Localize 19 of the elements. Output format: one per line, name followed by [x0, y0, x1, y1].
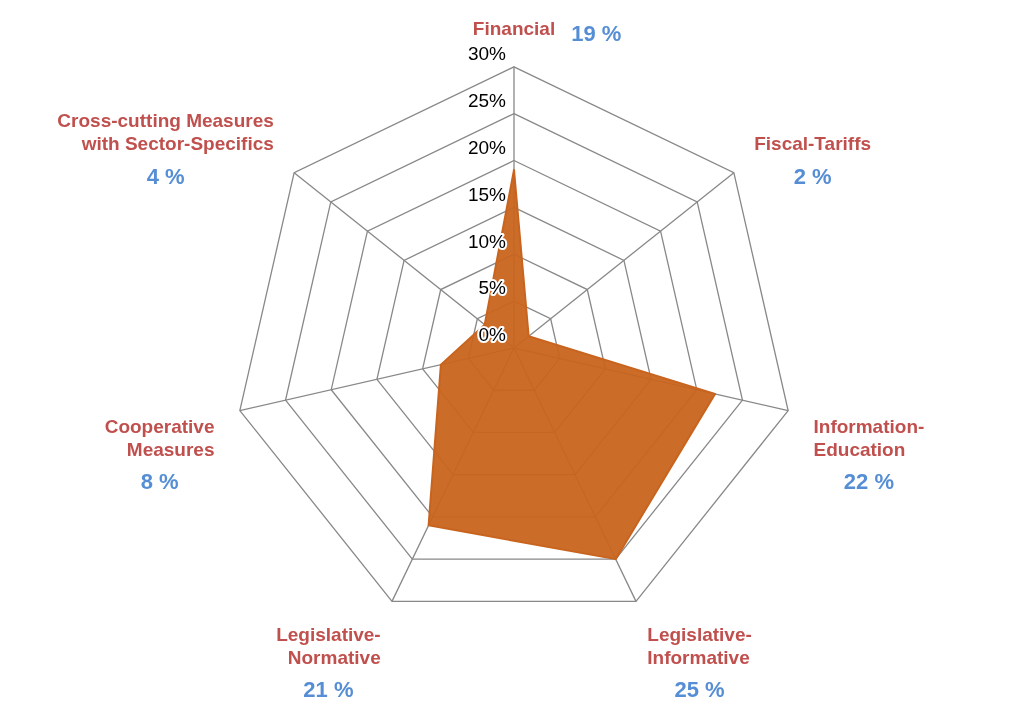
- text: 22 %: [843, 469, 894, 495]
- y-tick-label: 25%: [467, 89, 507, 111]
- spoke-label: Legislative-Normative: [276, 624, 381, 669]
- y-tick-label: 0%: [478, 324, 507, 346]
- y-tick-label: 15%: [467, 183, 507, 205]
- spoke-label: Financial: [472, 17, 556, 39]
- text: 2 %: [793, 163, 832, 189]
- text: 21 %: [303, 677, 354, 703]
- text: 8 %: [140, 469, 179, 495]
- y-tick-label: 30%: [467, 43, 507, 65]
- spoke-label: Legislative-Informative: [647, 624, 752, 669]
- spoke-label: Cross-cutting Measures with Sector-Specifics: [57, 110, 274, 155]
- spoke-label: Cooperative Measures: [104, 415, 215, 460]
- spoke-label: Information-Education: [813, 415, 925, 460]
- spoke-label: Fiscal-Tariffs: [754, 133, 872, 155]
- text: 19 %: [571, 21, 622, 47]
- y-tick-label: 20%: [467, 136, 507, 158]
- text: 25 %: [674, 677, 725, 703]
- text: 4 %: [146, 163, 185, 189]
